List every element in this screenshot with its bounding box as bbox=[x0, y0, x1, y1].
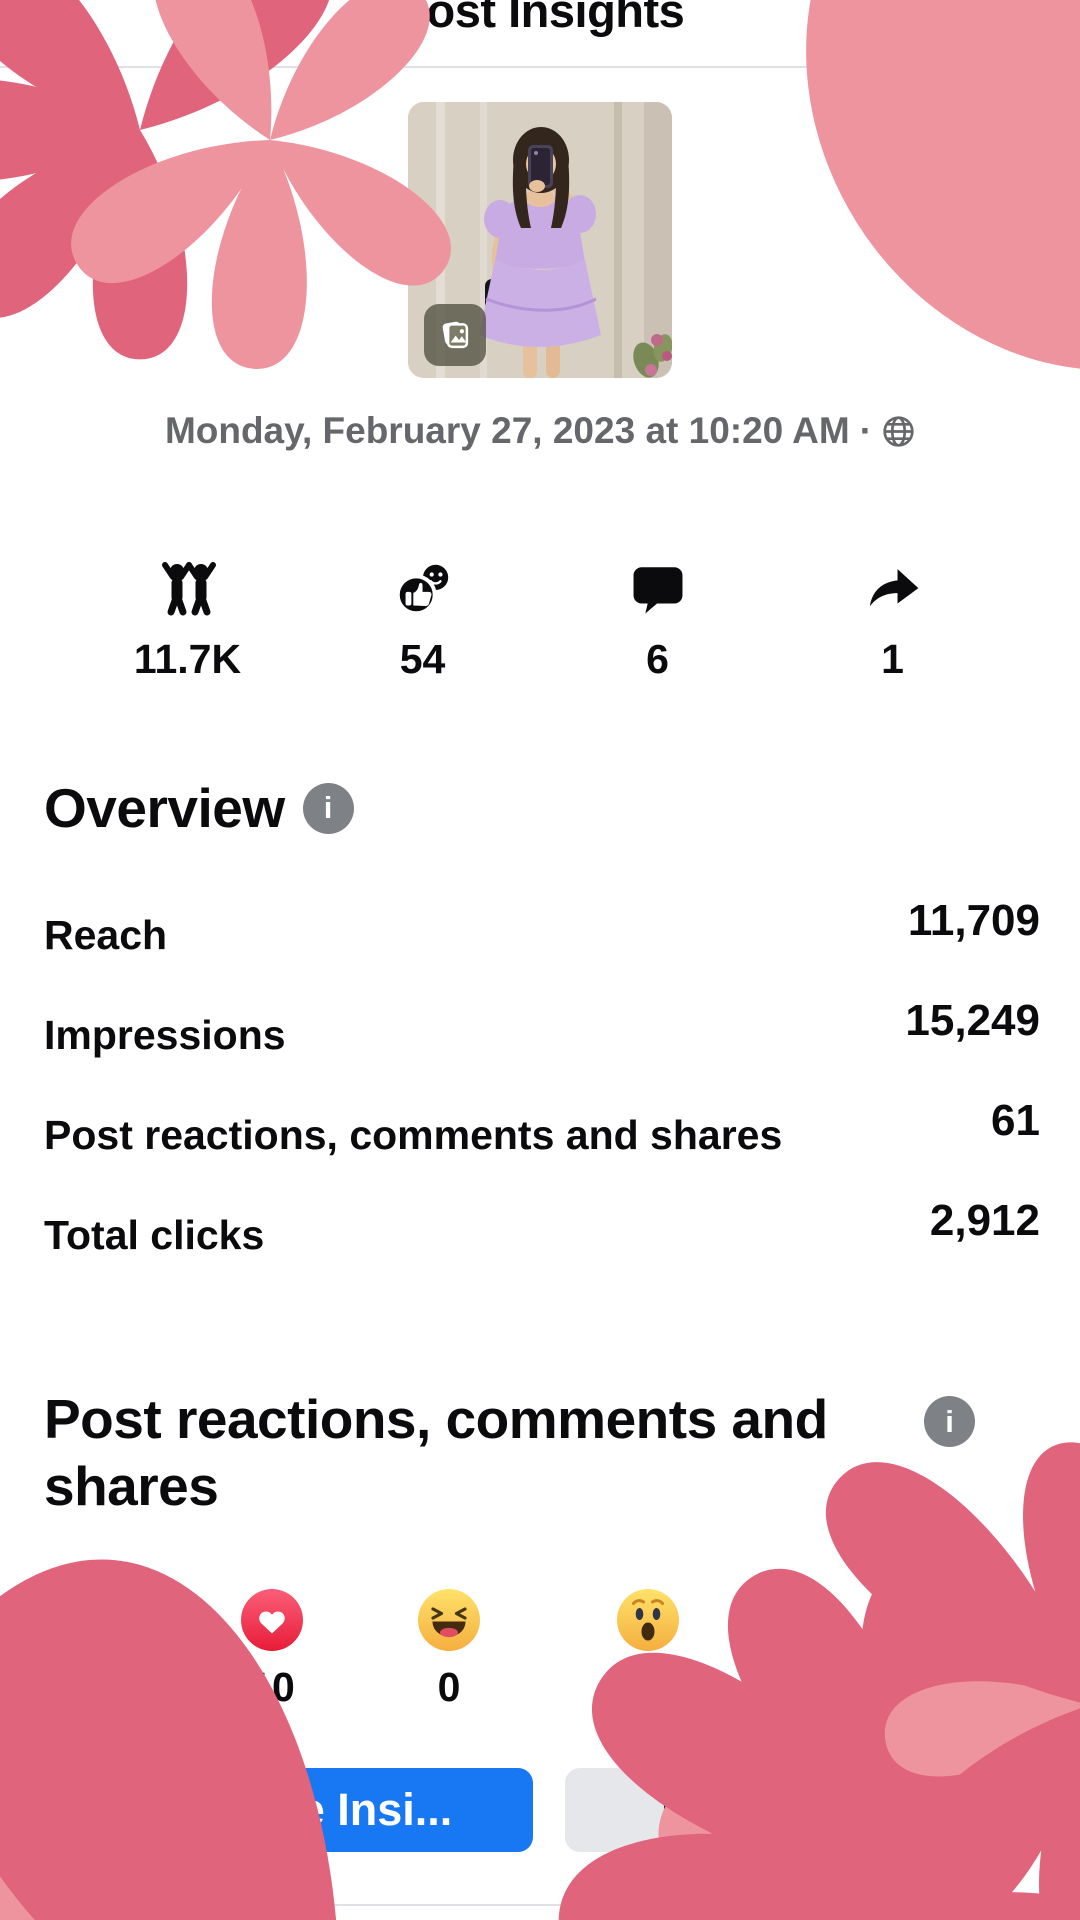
stat-shares[interactable]: 1 bbox=[775, 556, 1010, 683]
row-value: 2,912 bbox=[929, 1196, 1040, 1245]
stats-row: 11.7K 54 6 bbox=[70, 556, 1010, 683]
photo-album-icon bbox=[424, 304, 486, 366]
row-label: Reach bbox=[44, 912, 168, 958]
reaction-haha: 0 bbox=[387, 1588, 511, 1711]
row-value: 15,249 bbox=[905, 996, 1040, 1045]
page-title: Post Insights bbox=[395, 0, 685, 37]
boost-again-button[interactable]: Boost again... bbox=[565, 1768, 1052, 1852]
reaction-count: 10 bbox=[249, 1664, 295, 1710]
love-reaction-icon bbox=[240, 1588, 304, 1652]
stat-value: 1 bbox=[881, 636, 904, 682]
overview-heading: Overview i bbox=[44, 776, 354, 840]
globe-icon bbox=[883, 415, 914, 447]
row-value: 11,709 bbox=[907, 896, 1040, 945]
people-reached-icon bbox=[155, 556, 221, 622]
reactions-icon bbox=[392, 556, 454, 622]
overview-heading-text: Overview bbox=[44, 777, 285, 839]
post-thumbnail[interactable] bbox=[408, 102, 672, 378]
haha-reaction-icon bbox=[417, 1588, 481, 1652]
stat-people-reached[interactable]: 11.7K bbox=[70, 556, 305, 683]
reaction-count: 0 bbox=[636, 1664, 660, 1710]
row-label: Total clicks bbox=[44, 1212, 265, 1258]
reaction-like bbox=[30, 1588, 154, 1708]
shares-icon bbox=[864, 556, 922, 622]
angry-reaction-icon bbox=[958, 1588, 1022, 1652]
stat-value: 54 bbox=[399, 636, 446, 682]
overview-row: Total clicks 2,912 bbox=[44, 1196, 1040, 1262]
stat-reactions[interactable]: 54 bbox=[305, 556, 540, 683]
stat-value: 6 bbox=[646, 636, 669, 682]
overview-row: Impressions 15,249 bbox=[44, 996, 1040, 1062]
see-insights-button[interactable]: See More Insi... bbox=[44, 1768, 533, 1852]
wow-reaction-icon bbox=[616, 1588, 680, 1652]
post-date-line: Monday, February 27, 2023 at 10:20 AM · bbox=[0, 410, 1080, 452]
bottom-divider bbox=[0, 1904, 1080, 1906]
sad-reaction-icon bbox=[775, 1588, 839, 1652]
post-photo bbox=[408, 102, 672, 378]
info-icon[interactable]: i bbox=[302, 782, 354, 834]
row-label: Impressions bbox=[44, 1012, 286, 1058]
overview-row: Post reactions, comments and shares 61 bbox=[44, 1096, 1040, 1162]
stat-comments[interactable]: 6 bbox=[540, 556, 775, 683]
like-reaction-icon bbox=[60, 1588, 124, 1652]
reactions-heading-text: Post reactions, comments and shares bbox=[44, 1388, 828, 1517]
info-icon[interactable]: i bbox=[924, 1396, 975, 1447]
reaction-angry: 0 bbox=[928, 1588, 1052, 1711]
reaction-love: 10 bbox=[210, 1588, 334, 1711]
reaction-count: 0 bbox=[978, 1664, 1002, 1710]
row-label: Post reactions, comments and shares bbox=[44, 1112, 783, 1158]
reaction-count: 0 bbox=[437, 1664, 461, 1710]
post-date: Monday, February 27, 2023 at 10:20 AM bbox=[164, 410, 850, 451]
overview-row: Reach 11,709 bbox=[44, 896, 1040, 962]
reactions-heading: Post reactions, comments and shares i bbox=[44, 1386, 984, 1520]
header-divider bbox=[0, 66, 1080, 68]
date-separator: · bbox=[859, 410, 873, 451]
comments-icon bbox=[629, 556, 687, 622]
stat-value: 11.7K bbox=[133, 636, 242, 682]
reaction-sad: 0 bbox=[745, 1588, 869, 1711]
reaction-wow: 0 bbox=[586, 1588, 710, 1711]
row-value: 61 bbox=[991, 1096, 1040, 1145]
reaction-count: 0 bbox=[795, 1664, 819, 1710]
